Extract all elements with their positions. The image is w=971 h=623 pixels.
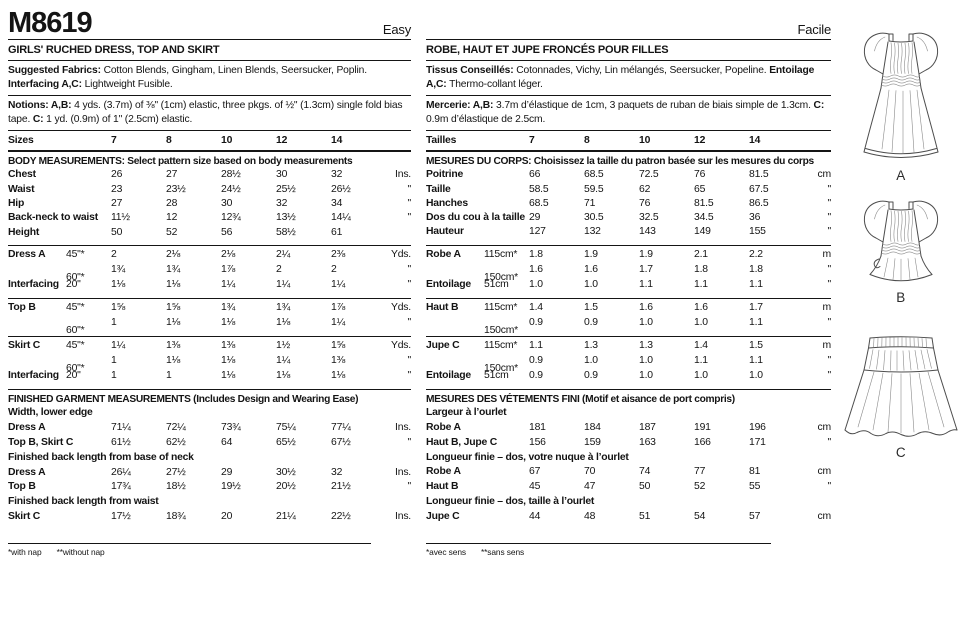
suggested-fabrics-fr: Tissus Conseillés: Cotonnades, Vichy, Li… <box>426 61 831 97</box>
table-section-label: Width, lower edge <box>8 407 93 419</box>
table-row: Dos du cou à la taille 29 30.5 32.5 34.5 36 " <box>426 212 831 224</box>
footnote-sans-sens: **sans sens <box>480 547 525 558</box>
yardage-table-en: Dress A 45"* 2 2⅛ 2⅛ 2¼ 2⅜ Yds. 60"* 1¾ 1¾ 1⅞ 2 2 " Int… <box>8 246 411 390</box>
table-section-label: Longueur finie – dos, votre nuque à l’ou… <box>426 451 629 463</box>
table-row: Top B 17¾ 18½ 19½ 20½ 21½ " <box>8 481 411 493</box>
table-row: 150cm* 0.9 0.9 1.0 1.0 1.1 " <box>484 316 831 336</box>
table-row: Robe A 115cm* 1.8 1.9 1.9 2.1 2.2 m <box>426 248 831 260</box>
yardage-group: Top B 45"* 1⅝ 1⅝ 1¾ 1¾ 1⅞ Yds. 60"* 1 1⅛ 1⅛ 1⅛ 1¼ " <box>8 299 411 337</box>
garment-title-fr: ROBE, HAUT ET JUPE FRONCÉS POUR FILLES <box>426 40 831 61</box>
finished-measurements-table-en: Width, lower edge Dress A 71¼ 72¼ 73¾ 75¼ 77¼ I… <box>8 407 411 525</box>
yardage-group: Dress A 45"* 2 2⅛ 2⅛ 2¼ 2⅜ Yds. 60"* 1¾ 1¾ 1⅞ 2 2 " Int… <box>8 246 411 299</box>
table-row: Top B, Skirt C 61½ 62½ 64 65½ 67½ " <box>8 436 411 448</box>
table-row: Entoilage 51cm 0.9 0.9 1.0 1.0 1.0 " <box>426 369 831 381</box>
table-row: Hauteur 127 132 143 149 155 " <box>426 226 831 238</box>
view-label-a: A <box>896 168 906 183</box>
dress-a-illustration <box>863 32 939 158</box>
table-row: Back-neck to waist 11½ 12 12¾ 13½ 14¼ " <box>8 212 411 224</box>
body-measurements-table-en: Chest 26 27 28½ 30 32 Ins. Waist 23 23½ 24½ 25½ 26½ "… <box>8 169 411 246</box>
garment-title-en: GIRLS' RUCHED DRESS, TOP AND SKIRT <box>8 40 411 62</box>
table-row: Chest 26 27 28½ 30 32 Ins. <box>8 169 411 181</box>
garment-view-a: A <box>836 30 966 183</box>
table-row: Hanches 68.5 71 76 81.5 86.5 " <box>426 197 831 209</box>
table-row: Jupe C 44 48 51 54 57 cm <box>426 510 831 522</box>
finished-measurements-table-fr: Largeur à l’ourlet Robe A 181 184 187 191 196 c… <box>426 407 831 525</box>
finished-measurements-heading-en: FINISHED GARMENT MEASUREMENTS (Includes … <box>8 393 359 405</box>
table-row: Dress A 26¼ 27½ 29 30½ 32 Ins. <box>8 466 411 478</box>
table-section-label: Finished back length from base of neck <box>8 451 194 463</box>
table-row: Haut B 115cm* 1.4 1.5 1.6 1.6 1.7 m <box>426 301 831 313</box>
body-measurements-table-fr: Poitrine 66 68.5 72.5 76 81.5 cm Taille 58.5 59.5… <box>426 169 831 246</box>
footnote-fr: *avec sens **sans sens <box>426 542 771 558</box>
table-row: Dress A 45"* 2 2⅛ 2⅛ 2¼ 2⅜ Yds. <box>8 248 411 260</box>
table-row: Robe A 181 184 187 191 196 cm <box>426 422 831 434</box>
body-measurements-heading-fr: MESURES DU CORPS: Choisissez la taille d… <box>426 155 814 167</box>
yardage-group: Haut B 115cm* 1.4 1.5 1.6 1.6 1.7 m 150cm* 0.9 0.9… <box>426 299 831 337</box>
difficulty-badge-en: Easy <box>382 22 411 38</box>
table-row: 150cm* 0.9 1.0 1.0 1.1 1.1 " <box>484 354 831 374</box>
table-row: Dress A 71¼ 72¼ 73¾ 75¼ 77¼ Ins. <box>8 422 411 434</box>
table-row: Haut B 45 47 50 52 55 " <box>426 481 831 493</box>
english-column: M8619 Easy GIRLS' RUCHED DRESS, TOP AND … <box>8 7 411 558</box>
table-row: Jupe C 115cm* 1.1 1.3 1.3 1.4 1.5 m <box>426 339 831 351</box>
table-row: Haut B, Jupe C 156 159 163 166 171 " <box>426 436 831 448</box>
table-row: 60"* 1¾ 1¾ 1⅞ 2 2 " <box>66 263 411 283</box>
skirt-c-illustration <box>844 336 958 437</box>
pattern-number: M8619 <box>8 7 93 39</box>
footnote-avec-sens: *avec sens <box>426 547 466 558</box>
table-row: 60"* 1 1⅛ 1⅛ 1⅛ 1¼ " <box>66 316 411 336</box>
table-row: Entoilage 51cm 1.0 1.0 1.1 1.1 1.1 " <box>426 278 831 290</box>
table-row: 60"* 1 1⅛ 1⅛ 1¼ 1⅜ " <box>66 354 411 374</box>
garment-view-b: B <box>836 198 966 305</box>
yardage-group: Skirt C 45"* 1¼ 1⅜ 1⅜ 1½ 1⅝ Yds. 60"* 1 1⅛ 1⅛ 1¼ 1⅜ " I… <box>8 337 411 390</box>
table-row: Robe A 67 70 74 77 81 cm <box>426 466 831 478</box>
footnote-without-nap: **without nap <box>56 547 105 558</box>
table-row: Hip 27 28 30 32 34 " <box>8 197 411 209</box>
table-section-label: Finished back length from waist <box>8 496 159 508</box>
table-row: Poitrine 66 68.5 72.5 76 81.5 cm <box>426 169 831 181</box>
masthead-en: M8619 Easy <box>8 7 411 41</box>
table-section-label: Longueur finie – dos, taille à l’ourlet <box>426 496 595 508</box>
masthead-fr: Facile <box>426 10 831 40</box>
table-row: Interfacing 20" 1⅛ 1⅛ 1¼ 1¼ 1¼ " <box>8 278 411 290</box>
table-row: Height 50 52 56 58½ 61 <box>8 226 343 238</box>
table-row: Interfacing 20" 1 1 1⅛ 1⅛ 1⅛ " <box>8 369 411 381</box>
table-row: Waist 23 23½ 24½ 25½ 26½ " <box>8 183 411 195</box>
table-row: Skirt C 45"* 1¼ 1⅜ 1⅜ 1½ 1⅝ Yds. <box>8 339 411 351</box>
footnote-en: *with nap **without nap <box>8 542 371 558</box>
table-row: Skirt C 17½ 18¾ 20 21¼ 22½ Ins. <box>8 510 411 522</box>
suggested-fabrics-en: Suggested Fabrics: Cotton Blends, Gingha… <box>8 61 411 97</box>
table-row: Sizes 7 8 10 12 14 <box>8 135 343 147</box>
footnote-with-nap: *with nap <box>8 547 42 558</box>
yardage-table-fr: Robe A 115cm* 1.8 1.9 1.9 2.1 2.2 m 150cm* 1.6 1.6… <box>426 246 831 390</box>
top-b-illustration <box>863 200 939 282</box>
sizes-header-row-fr: Tailles 7 8 10 12 14 <box>426 131 831 153</box>
table-row: Taille 58.5 59.5 62 65 67.5 " <box>426 183 831 195</box>
yardage-group: Robe A 115cm* 1.8 1.9 1.9 2.1 2.2 m 150cm* 1.6 1.6… <box>426 246 831 299</box>
sizes-header-row-en: Sizes 7 8 10 12 14 <box>8 131 411 153</box>
difficulty-badge-fr: Facile <box>797 22 832 37</box>
notions-fr: Mercerie: A,B: 3.7m d’élastique de 1cm, … <box>426 96 831 132</box>
table-section-label: Largeur à l’ourlet <box>426 407 507 419</box>
yardage-group: Jupe C 115cm* 1.1 1.3 1.3 1.4 1.5 m 150cm* 0.9 1.0… <box>426 337 831 390</box>
notions-en: Notions: A,B: 4 yds. (3.7m) of ⅜" (1cm) … <box>8 96 411 132</box>
table-row: Tailles 7 8 10 12 14 <box>426 135 761 147</box>
finished-measurements-heading-fr: MESURES DES VÉTEMENTS FINI (Motif et ais… <box>426 393 735 405</box>
view-label-b: B <box>896 290 906 305</box>
french-column: Facile ROBE, HAUT ET JUPE FRONCÉS POUR F… <box>426 10 831 557</box>
table-row: 150cm* 1.6 1.6 1.7 1.8 1.8 " <box>484 263 831 283</box>
table-row: Top B 45"* 1⅝ 1⅝ 1¾ 1¾ 1⅞ Yds. <box>8 301 411 313</box>
body-measurements-heading-en: BODY MEASUREMENTS: Select pattern size b… <box>8 155 353 167</box>
view-label-c: C <box>895 445 907 460</box>
garment-views: A <box>836 30 966 460</box>
garment-view-c: C <box>836 331 966 460</box>
